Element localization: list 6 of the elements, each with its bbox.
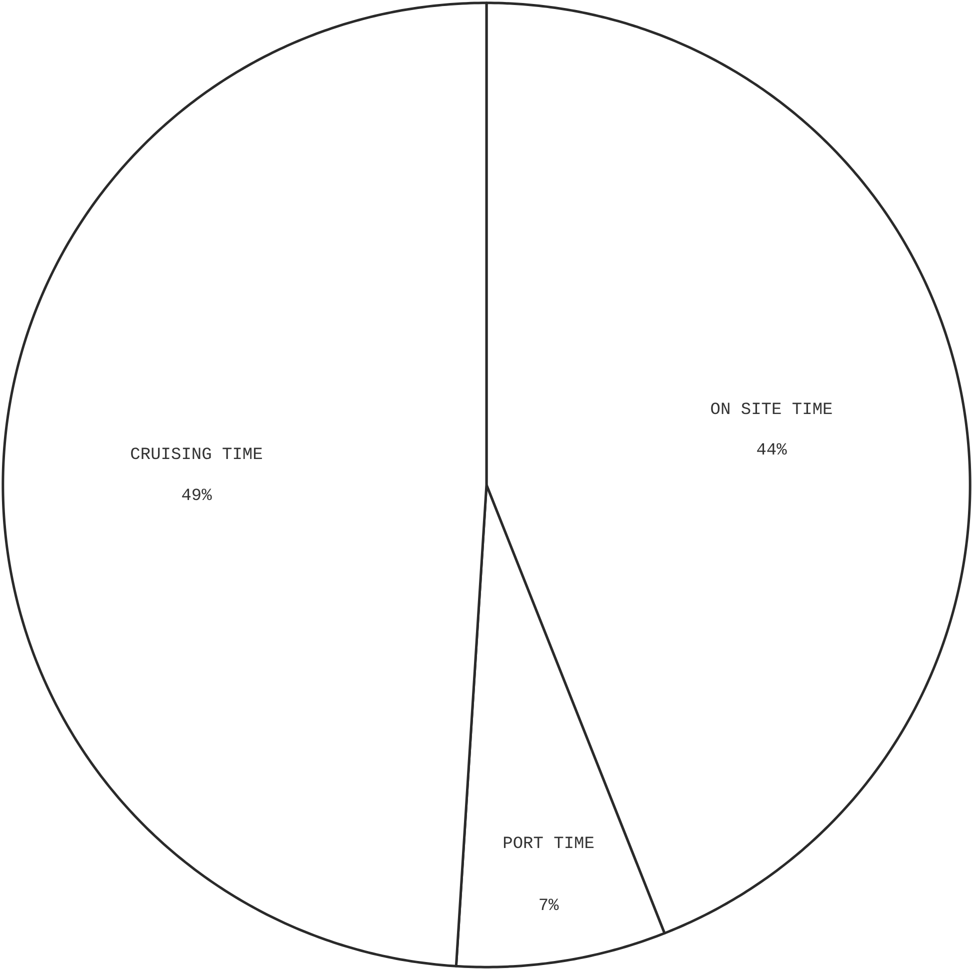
slice-label: CRUISING TIME <box>130 446 263 466</box>
data-label: 44% <box>756 442 788 461</box>
slice-label: PORT TIME <box>502 834 594 854</box>
data-label: 7% <box>538 897 560 916</box>
slice-label: ON SITE TIME <box>710 400 833 420</box>
data-label: 49% <box>181 486 213 506</box>
